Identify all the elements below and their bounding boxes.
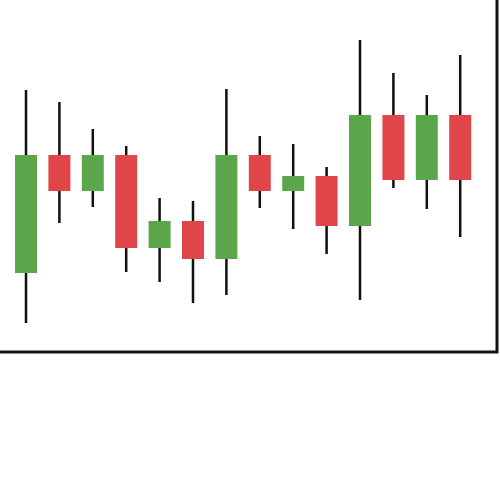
candle-body	[15, 155, 37, 273]
candle-body	[248, 155, 271, 191]
candle-body	[115, 155, 138, 248]
candle-body	[382, 115, 405, 180]
candle-body	[282, 176, 305, 191]
candle-body	[48, 155, 71, 191]
candle-body	[415, 115, 438, 180]
candle-body	[182, 221, 204, 259]
candle-body	[81, 155, 104, 191]
candle-body	[215, 155, 238, 259]
candle-body	[349, 115, 371, 226]
candle-body	[315, 176, 338, 226]
candle-body	[148, 221, 171, 248]
candle-body	[449, 115, 472, 180]
